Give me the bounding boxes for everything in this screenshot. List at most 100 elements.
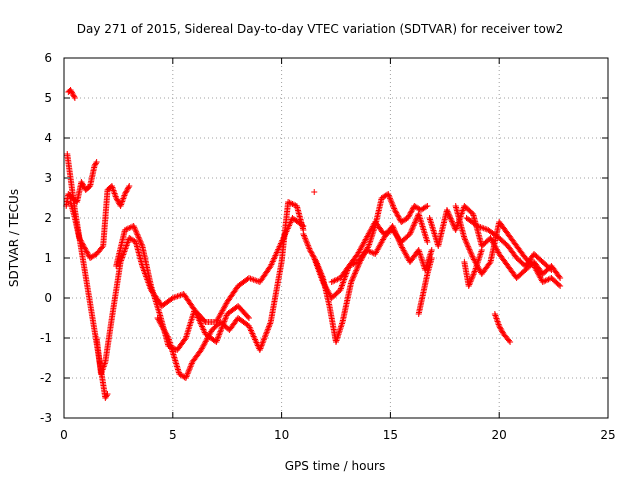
data-point-marker (392, 228, 399, 235)
data-point-marker (387, 196, 394, 203)
data-point-marker (412, 218, 419, 225)
data-point-marker (306, 245, 313, 252)
data-point-marker (333, 277, 339, 283)
data-point-marker (557, 283, 564, 289)
data-point-marker (388, 199, 395, 206)
x-tick-label: 20 (492, 428, 507, 442)
data-point-marker (264, 326, 271, 333)
data-point-marker (213, 337, 220, 344)
data-point-marker (307, 248, 314, 255)
data-point-marker (428, 255, 435, 261)
data-point-marker (78, 239, 85, 245)
data-point-marker (386, 193, 393, 200)
data-point-marker (411, 221, 418, 227)
y-tick-label: -3 (40, 411, 52, 425)
data-point-marker (260, 338, 267, 345)
data-point-marker (223, 313, 230, 320)
data-point-marker (137, 238, 144, 245)
data-point-marker (390, 225, 397, 232)
data-point-marker (348, 277, 355, 284)
data-point-marker (428, 247, 435, 253)
data-point-marker (185, 369, 192, 376)
x-axis-label: GPS time / hours (285, 459, 386, 473)
data-point-marker (449, 219, 456, 226)
data-point-marker (471, 268, 478, 275)
data-point-marker (260, 336, 267, 343)
data-point-marker (262, 332, 269, 339)
data-point-marker (366, 248, 373, 255)
data-point-marker (134, 233, 141, 239)
data-point-marker (395, 213, 402, 220)
axis-ticks: 0 5 10 15 20 25 -3 -2 -1 0 1 2 3 4 5 6 (40, 51, 616, 442)
data-point-marker (79, 240, 86, 247)
data-point-marker (347, 262, 354, 269)
data-point-marker (548, 267, 555, 273)
data-point-marker (461, 235, 468, 241)
data-point-marker (217, 327, 224, 334)
data-point-marker (136, 237, 143, 244)
data-point-marker (350, 274, 357, 281)
data-point-marker (289, 201, 296, 207)
data-point-marker (498, 327, 505, 333)
data-point-marker (353, 266, 360, 273)
data-point-marker (397, 240, 404, 247)
data-point-marker (214, 336, 221, 343)
data-point-marker (132, 227, 139, 234)
data-point-marker (470, 271, 477, 278)
data-point-marker (114, 197, 121, 204)
data-point-marker (465, 245, 472, 251)
data-point-marker (395, 237, 402, 244)
data-point-marker (407, 209, 414, 216)
y-tick-label: 4 (44, 131, 52, 145)
data-point-marker (468, 275, 475, 282)
data-point-marker (138, 240, 145, 247)
data-point-marker (328, 279, 335, 285)
data-point-marker (367, 249, 374, 255)
data-point-marker (92, 161, 99, 168)
series-track-e (93, 215, 307, 377)
data-point-marker (445, 209, 452, 216)
data-point-marker (413, 216, 420, 223)
data-point-marker (385, 192, 392, 199)
data-point-marker (76, 235, 83, 241)
data-point-marker (469, 253, 476, 260)
data-point-marker (131, 225, 138, 232)
data-point-marker (364, 247, 371, 254)
data-point-marker (393, 211, 400, 217)
data-point-marker (466, 281, 473, 288)
data-point-marker (497, 325, 504, 332)
data-point-marker (78, 179, 85, 185)
data-point-marker (467, 249, 474, 256)
data-point-marker (77, 237, 84, 244)
data-point-marker (390, 224, 397, 231)
data-point-marker (466, 246, 473, 253)
data-point-marker (124, 187, 131, 193)
data-point-marker (138, 241, 145, 248)
data-point-marker (68, 88, 75, 95)
data-point-marker (387, 195, 394, 202)
data-point-marker (103, 392, 110, 399)
data-point-marker (257, 344, 264, 351)
data-point-marker (464, 242, 471, 249)
data-point-marker (556, 273, 563, 280)
data-point-marker (499, 328, 506, 335)
data-point-marker (446, 212, 453, 219)
data-point-marker (309, 252, 316, 259)
series-track-d (67, 183, 133, 261)
data-point-marker (99, 244, 106, 251)
y-tick-label: 2 (44, 211, 52, 225)
data-point-marker (542, 277, 549, 284)
data-point-marker (102, 395, 109, 401)
data-point-marker (126, 183, 133, 189)
series-track-a (65, 87, 78, 101)
data-point-marker (221, 316, 228, 323)
data-point-marker (123, 226, 130, 233)
data-point-marker (469, 274, 476, 281)
data-point-marker (133, 228, 140, 235)
x-tick-label: 0 (60, 428, 68, 442)
data-point-marker (104, 391, 111, 397)
data-point-marker (80, 183, 87, 189)
y-axis-label: SDTVAR / TECUs (7, 189, 21, 287)
data-point-marker (388, 198, 395, 205)
data-point-marker (443, 207, 450, 213)
